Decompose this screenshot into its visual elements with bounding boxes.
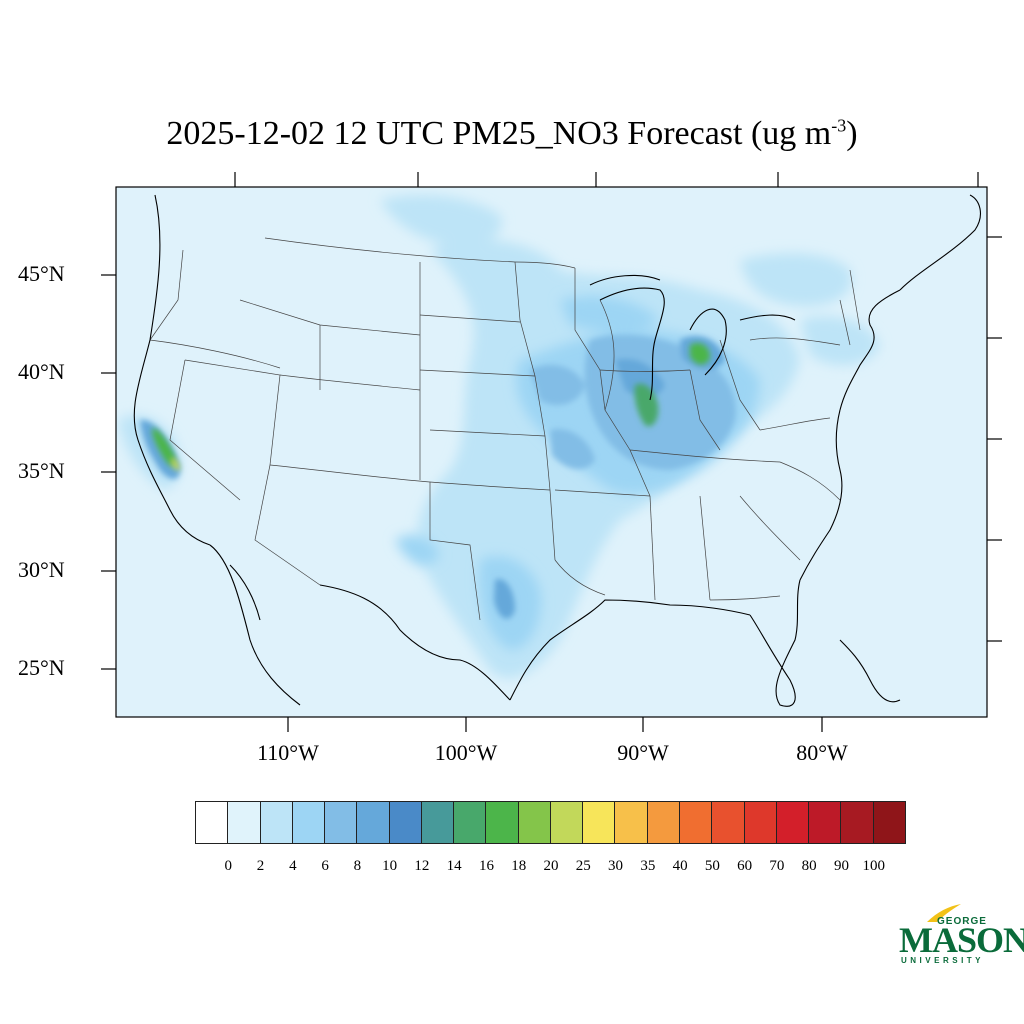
title-text: 2025-12-02 12 UTC PM25_NO3 Forecast (ug …: [166, 115, 832, 152]
colorbar-label: 40: [672, 858, 688, 874]
concentration-field: [118, 195, 880, 679]
colorbar-swatch-11: [549, 801, 584, 844]
colorbar-label: 12: [414, 858, 430, 874]
lat-label-30: 30°N: [18, 557, 65, 582]
colorbar-label: 25: [575, 858, 591, 874]
logo-university: UNIVERSITY: [901, 956, 985, 965]
lat-label-45: 45°N: [18, 261, 65, 286]
colorbar-swatch-17: [743, 801, 777, 844]
colorbar-swatch-20: [840, 801, 874, 844]
colorbar-label: 14: [446, 858, 462, 874]
colorbar-label: 20: [543, 858, 559, 874]
gmu-logo: GEORGE MASON UNIVERSITY: [895, 898, 1024, 968]
colorbar-label: 80: [801, 858, 817, 874]
map-title: 2025-12-02 12 UTC PM25_NO3 Forecast (ug …: [0, 114, 1024, 154]
colorbar: [195, 801, 906, 844]
colorbar-label: 35: [640, 858, 656, 874]
colorbar-label: 16: [478, 858, 494, 874]
colorbar-label: 6: [321, 858, 329, 874]
colorbar-label: 10: [382, 858, 398, 874]
colorbar-label: 4: [289, 858, 297, 874]
lat-label-25: 25°N: [18, 655, 65, 680]
colorbar-swatch-14: [646, 801, 680, 844]
colorbar-label: 30: [608, 858, 624, 874]
colorbar-swatch-2: [259, 801, 293, 844]
lon-label-110: 110°W: [257, 740, 319, 765]
map-frame: [115, 186, 988, 718]
colorbar-swatch-13: [614, 801, 648, 844]
state-borders: [149, 237, 861, 621]
colorbar-label: 90: [833, 858, 849, 874]
logo-george: GEORGE: [937, 916, 987, 927]
colorbar-label: 60: [737, 858, 753, 874]
colorbar-label: 70: [769, 858, 785, 874]
colorbar-swatch-0: [195, 801, 229, 844]
colorbar-label: 8: [353, 858, 362, 874]
colorbar-swatch-9: [485, 801, 519, 844]
colorbar-label: 50: [704, 858, 720, 874]
lon-label-80: 80°W: [796, 740, 848, 765]
colorbar-swatch-16: [711, 801, 745, 844]
lon-label-90: 90°W: [617, 740, 669, 765]
colorbar-swatch-6: [388, 801, 422, 844]
colorbar-swatch-10: [517, 801, 551, 844]
colorbar-label: 0: [224, 858, 233, 874]
colorbar-swatch-21: [872, 801, 906, 844]
colorbar-swatch-1: [227, 801, 261, 844]
axis-ticks: [101, 172, 1002, 732]
flame-icon: [927, 904, 961, 922]
colorbar-label: 2: [256, 858, 265, 874]
colorbar-swatch-15: [678, 801, 713, 844]
logo-mason: MASON: [899, 920, 1024, 960]
lat-label-35: 35°N: [18, 458, 65, 483]
title-close: ): [846, 115, 858, 152]
colorbar-label: 100: [862, 858, 885, 874]
colorbar-swatch-18: [775, 801, 810, 844]
colorbar-swatch-12: [582, 801, 616, 844]
title-superscript: -3: [831, 115, 847, 136]
colorbar-swatch-5: [356, 801, 390, 844]
colorbar-swatch-4: [324, 801, 358, 844]
colorbar-swatch-3: [291, 801, 326, 844]
colorbar-swatch-19: [808, 801, 842, 844]
lat-label-40: 40°N: [18, 359, 65, 384]
colorbar-swatch-7: [420, 801, 455, 844]
colorbar-label: 18: [511, 858, 527, 874]
colorbar-swatch-8: [453, 801, 487, 844]
coastline: [133, 194, 981, 707]
lon-label-100: 100°W: [434, 740, 498, 765]
